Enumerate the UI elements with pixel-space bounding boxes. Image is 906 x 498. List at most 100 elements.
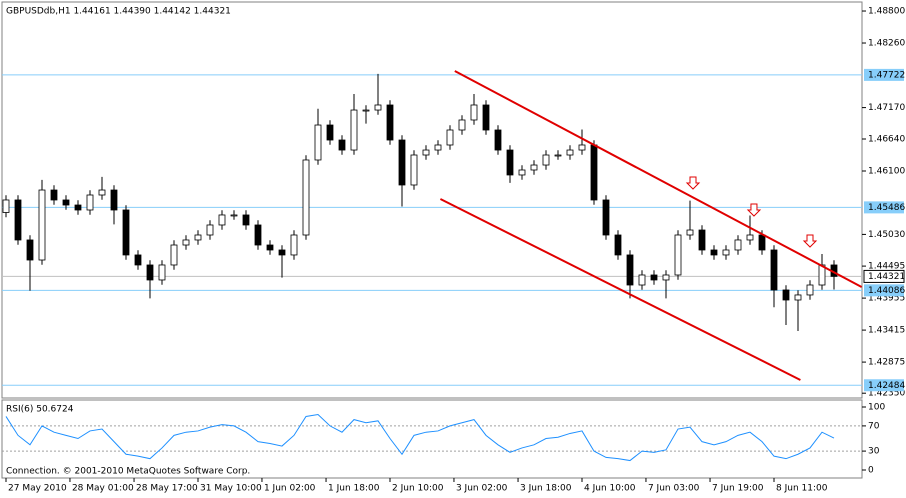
y-tick-label: 1.42350 — [868, 389, 905, 399]
candle-body — [638, 274, 646, 286]
x-tick-label: 7 Jun 03:00 — [648, 484, 700, 494]
candle-body — [158, 264, 166, 281]
candle-body — [266, 244, 274, 251]
y-tick-label: 1.48260 — [868, 39, 905, 49]
level-label-box — [864, 68, 904, 81]
candle-body — [62, 199, 70, 206]
candle-body — [662, 274, 670, 281]
candle-body — [398, 139, 406, 186]
candle-body — [86, 194, 94, 211]
candle-body — [302, 159, 310, 236]
candle-body — [14, 199, 22, 241]
candle-body — [566, 149, 574, 156]
candle-body — [422, 149, 430, 156]
candle-body — [614, 234, 622, 256]
candle-body — [110, 189, 118, 211]
candle-body — [782, 289, 790, 301]
y-tick-label: 1.42875 — [868, 358, 905, 368]
candle-body — [230, 214, 238, 217]
candle-body — [314, 124, 322, 161]
candle-body — [770, 249, 778, 291]
x-tick-label: 7 Jun 19:00 — [712, 484, 764, 494]
candle-body — [338, 139, 346, 151]
rsi-title: RSI(6) 50.6724 — [6, 405, 74, 415]
down-arrow — [746, 203, 762, 217]
y-tick-label: 1.44495 — [868, 262, 905, 272]
x-tick-label: 2 Jun 10:00 — [392, 484, 444, 494]
rsi-tick-label: 30 — [868, 447, 880, 457]
candle-body — [518, 169, 526, 176]
candle-body — [794, 294, 802, 301]
candle-body — [674, 234, 682, 276]
x-tick-label: 4 Jun 10:00 — [584, 484, 636, 494]
price-panel — [1, 1, 863, 399]
trendline — [439, 198, 801, 381]
y-tick-label: 1.46640 — [868, 135, 905, 145]
level-label-box — [864, 201, 904, 214]
candle-body — [590, 144, 598, 201]
candle-body — [482, 104, 490, 131]
x-tick-label: 3 Jun 18:00 — [520, 484, 572, 494]
candle-body — [506, 149, 514, 176]
level-label: 1.42484 — [868, 381, 905, 391]
candle-body — [458, 119, 466, 131]
down-arrow — [802, 234, 818, 248]
x-tick-label: 28 May 17:00 — [136, 484, 198, 494]
candle-body — [806, 284, 814, 296]
candle-body — [758, 234, 766, 251]
candle-body — [650, 274, 658, 281]
candle-body — [446, 129, 454, 146]
candle-body — [182, 239, 190, 246]
candle-body — [626, 254, 634, 286]
current-price-label: 1.44321 — [868, 272, 905, 282]
y-tick-label: 1.43955 — [868, 294, 905, 304]
chart-header: GBPUSDdb,H1 1.44161 1.44390 1.44142 1.44… — [6, 7, 231, 17]
candle-body — [350, 109, 358, 151]
candle-body — [326, 124, 334, 141]
candle-body — [206, 224, 214, 236]
candle-body — [290, 234, 298, 256]
candle-body — [170, 244, 178, 266]
current-price-box — [863, 269, 905, 283]
candle-body — [734, 239, 742, 251]
y-tick-label: 1.48800 — [868, 7, 905, 17]
candle-body — [494, 129, 502, 151]
rsi-tick-label: 100 — [868, 402, 885, 412]
y-tick-label: 1.47170 — [868, 103, 905, 113]
x-tick-label: 1 Jun 18:00 — [328, 484, 380, 494]
candle-body — [242, 214, 250, 226]
candle-body — [722, 249, 730, 256]
candle-body — [470, 104, 478, 121]
trendline — [454, 70, 863, 288]
candle-body — [530, 164, 538, 171]
y-tick-label: 1.43415 — [868, 326, 905, 336]
footer: Connection. © 2001-2010 MetaQuotes Softw… — [6, 467, 250, 477]
candle-body — [218, 214, 226, 226]
candle-body — [38, 189, 46, 261]
candle-body — [746, 234, 754, 241]
candle-body — [374, 104, 382, 111]
rsi-tick-label: 70 — [868, 421, 880, 431]
candle-body — [710, 249, 718, 256]
candle-body — [578, 144, 586, 151]
level-label: 1.47722 — [868, 70, 905, 80]
level-label-box — [864, 379, 904, 392]
rsi-line — [5, 414, 835, 462]
candle-body — [278, 249, 286, 256]
y-tick-label: 1.46100 — [868, 167, 905, 177]
candle-body — [26, 239, 34, 261]
candle-body — [386, 104, 394, 141]
rsi-panel — [1, 399, 863, 479]
rsi-tick-label: 0 — [868, 465, 874, 475]
x-tick-label: 27 May 2010 — [8, 484, 67, 494]
candle-body — [554, 154, 562, 157]
x-tick-label: 28 May 01:00 — [72, 484, 134, 494]
level-label: 1.45486 — [868, 203, 905, 213]
candle-body — [698, 229, 706, 251]
down-arrow — [685, 176, 701, 190]
x-tick-label: 31 May 10:00 — [200, 484, 262, 494]
candle-body — [602, 199, 610, 236]
candle-body — [686, 229, 694, 236]
